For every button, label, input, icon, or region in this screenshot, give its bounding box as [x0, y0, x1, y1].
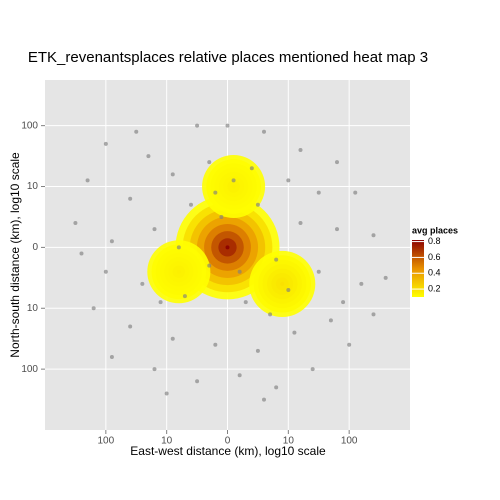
point — [310, 367, 315, 372]
point — [298, 148, 303, 152]
colorbar-label: 0.2 — [428, 283, 441, 293]
point — [152, 227, 157, 232]
x-tick-label: 10 — [283, 436, 295, 447]
point — [109, 239, 114, 244]
point — [195, 379, 200, 384]
point — [195, 123, 200, 128]
point — [182, 294, 187, 299]
point — [91, 306, 96, 311]
point — [237, 269, 242, 274]
x-tick-label: 10 — [161, 436, 173, 447]
heat-contour — [231, 184, 236, 189]
point — [225, 123, 230, 128]
point — [243, 300, 248, 305]
point — [207, 160, 212, 165]
chart-title: ETK_revenantsplaces relative places ment… — [28, 49, 428, 66]
point — [207, 263, 212, 268]
point — [335, 227, 339, 232]
point — [237, 373, 242, 378]
point — [255, 348, 260, 353]
point — [316, 269, 321, 274]
point — [341, 300, 346, 305]
legend: avg places 0.2 0.4 0.6 0.8 — [412, 225, 458, 297]
point — [335, 160, 339, 165]
colorbar-label: 0.6 — [428, 252, 441, 262]
point — [274, 385, 279, 390]
point — [213, 190, 218, 195]
point — [274, 257, 279, 262]
point — [73, 221, 78, 226]
x-axis-label: East-west distance (km), log10 scale — [130, 444, 326, 458]
point — [353, 190, 358, 195]
points — [73, 123, 388, 402]
colorbar-label: 0.8 — [428, 236, 441, 246]
point — [262, 397, 266, 402]
point — [371, 233, 376, 238]
x-tick-label: 0 — [225, 436, 231, 447]
heat-contour — [225, 245, 230, 250]
point — [347, 342, 352, 347]
y-tick-label: 10 — [27, 181, 39, 192]
y-tick-label: 100 — [21, 120, 38, 131]
point — [292, 330, 297, 335]
point — [79, 251, 84, 256]
point — [268, 312, 273, 317]
point — [286, 288, 291, 292]
point — [176, 245, 181, 250]
point — [128, 324, 133, 329]
heat-layer — [147, 154, 316, 317]
point — [146, 154, 151, 159]
legend-title: avg places — [412, 225, 458, 235]
point — [262, 129, 266, 134]
point — [255, 202, 260, 207]
heat-contour — [280, 281, 285, 286]
point — [371, 312, 376, 317]
y-tick-label: 100 — [21, 364, 38, 375]
y-tick-label: 0 — [32, 242, 38, 253]
x-tick-label: 100 — [341, 436, 358, 447]
point — [328, 318, 333, 323]
point — [383, 275, 388, 280]
point — [213, 342, 218, 347]
point — [249, 166, 254, 171]
heat-contour — [176, 269, 181, 274]
point — [134, 129, 139, 134]
x-tick-label: 100 — [97, 436, 114, 447]
point — [85, 178, 90, 183]
point — [170, 172, 175, 177]
point — [359, 281, 364, 286]
point — [109, 354, 114, 359]
point — [189, 202, 193, 207]
point — [164, 391, 169, 396]
point — [158, 300, 163, 305]
colorbar-label: 0.4 — [428, 268, 441, 278]
colorbar — [412, 240, 424, 297]
point — [103, 269, 108, 274]
y-tick-label: 10 — [27, 303, 39, 314]
point — [152, 367, 157, 372]
point — [316, 190, 321, 195]
point — [140, 281, 145, 286]
point — [231, 178, 236, 183]
y-axis-label: North-south distance (km), log10 scale — [8, 152, 22, 358]
point — [128, 196, 133, 201]
point — [103, 141, 108, 146]
point — [298, 221, 303, 226]
point — [170, 336, 175, 341]
point — [219, 214, 224, 219]
point — [286, 178, 291, 183]
